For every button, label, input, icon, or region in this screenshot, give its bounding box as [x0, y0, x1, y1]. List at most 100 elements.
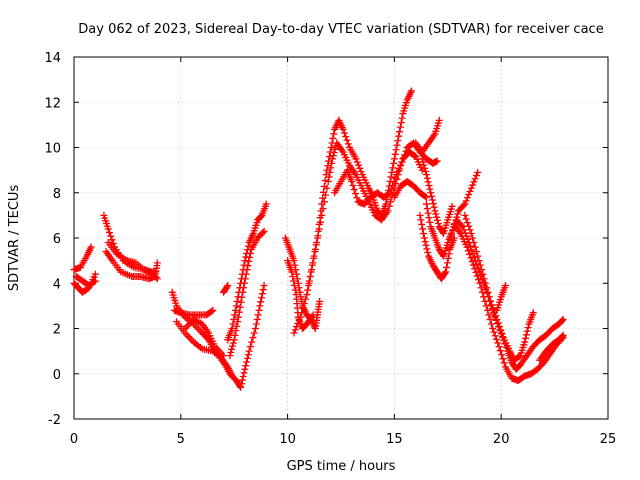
series-trace-ab — [536, 331, 567, 364]
data-point — [355, 161, 363, 169]
x-tick-label: 20 — [493, 432, 510, 447]
data-point — [466, 250, 474, 258]
data-point — [493, 335, 501, 343]
data-point — [244, 242, 252, 250]
data-point — [457, 221, 465, 229]
data-point — [495, 323, 503, 331]
data-point — [393, 171, 401, 179]
data-point — [327, 144, 335, 151]
data-point — [291, 286, 299, 294]
series-trace-a — [70, 243, 95, 274]
data-point — [468, 258, 476, 266]
data-point — [442, 268, 450, 276]
data-point — [467, 254, 475, 262]
data-point — [394, 167, 402, 175]
data-point — [496, 347, 504, 355]
y-tick-label: 12 — [44, 96, 61, 111]
data-point — [384, 207, 392, 215]
data-point — [490, 328, 498, 336]
data-point — [243, 354, 251, 362]
data-point — [467, 229, 475, 237]
data-point — [466, 226, 474, 234]
data-point — [423, 245, 431, 253]
data-point — [418, 155, 426, 163]
data-point — [290, 282, 298, 290]
data-point — [390, 159, 398, 167]
data-point — [293, 323, 301, 331]
data-point — [246, 249, 254, 257]
data-point — [245, 347, 253, 355]
data-point — [462, 215, 470, 223]
data-point — [485, 293, 493, 301]
data-point — [353, 158, 361, 166]
data-point — [459, 223, 467, 231]
data-point — [473, 260, 481, 268]
data-point — [463, 194, 471, 202]
data-point — [236, 303, 244, 311]
data-point — [424, 209, 432, 217]
series-trace-k — [220, 282, 232, 296]
data-point — [424, 248, 432, 256]
data-point — [515, 353, 523, 361]
data-point — [316, 297, 324, 305]
data-point — [498, 351, 506, 359]
data-point — [422, 171, 430, 179]
data-point — [229, 339, 237, 347]
data-point — [223, 283, 231, 291]
data-point — [321, 177, 329, 185]
series-trace-l — [224, 200, 270, 344]
data-point — [91, 277, 99, 285]
data-point — [420, 161, 428, 169]
y-tick-label: 14 — [44, 51, 61, 66]
data-point — [350, 186, 358, 194]
data-point — [238, 376, 246, 384]
data-point — [460, 201, 468, 209]
data-point — [151, 268, 159, 276]
data-point — [462, 197, 470, 205]
data-point — [434, 216, 442, 224]
data-point — [239, 372, 247, 380]
data-point — [319, 205, 327, 213]
data-point — [558, 332, 566, 340]
data-point — [244, 262, 252, 270]
data-point — [432, 210, 440, 218]
data-point — [231, 331, 239, 339]
data-point — [245, 258, 253, 266]
data-point — [328, 155, 336, 163]
y-tick-label: 8 — [53, 187, 61, 202]
data-point — [497, 326, 505, 334]
data-point — [491, 332, 499, 340]
data-point — [393, 141, 401, 149]
data-point — [472, 268, 480, 276]
data-point — [482, 302, 490, 310]
data-point — [426, 218, 434, 226]
data-point — [419, 225, 427, 233]
data-point — [390, 178, 398, 186]
data-point — [353, 194, 361, 202]
data-point — [492, 312, 500, 320]
data-point — [470, 253, 478, 261]
data-point — [385, 190, 393, 198]
data-point — [394, 137, 402, 145]
y-tick-label: 10 — [44, 142, 61, 157]
data-point — [234, 313, 242, 321]
data-point — [313, 239, 321, 247]
y-tick-label: 0 — [53, 368, 61, 383]
series-trace-c — [72, 272, 99, 290]
data-point — [87, 243, 95, 251]
data-point — [431, 207, 439, 215]
data-point — [487, 297, 495, 305]
data-point — [260, 282, 268, 290]
data-point — [465, 222, 473, 230]
data-point — [323, 184, 331, 192]
data-point — [242, 270, 250, 278]
data-point — [293, 270, 301, 278]
data-point — [524, 324, 532, 332]
series-trace-y — [450, 220, 567, 385]
data-point — [352, 155, 360, 163]
series-trace-s — [390, 177, 430, 201]
data-point — [290, 257, 298, 265]
data-point — [305, 279, 313, 287]
data-point — [252, 325, 260, 332]
data-point — [325, 173, 333, 181]
